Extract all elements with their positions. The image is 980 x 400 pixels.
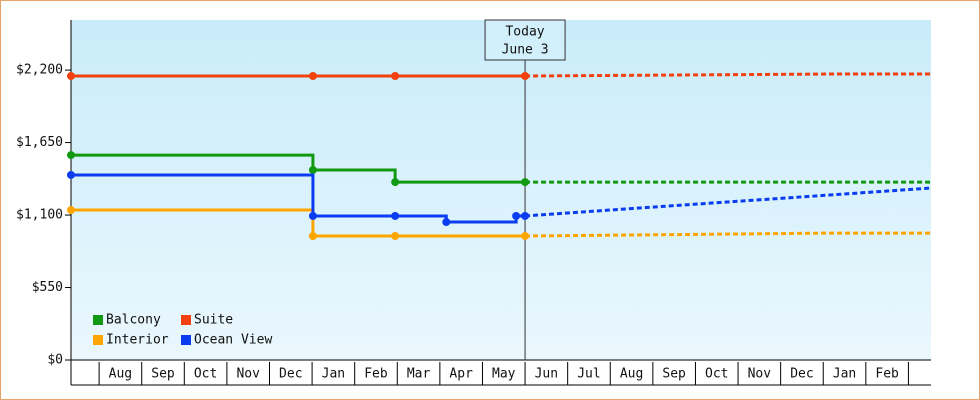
- price-point: [391, 178, 400, 187]
- x-tick-label: Aug: [109, 367, 132, 382]
- legend-label: Balcony: [106, 313, 161, 328]
- y-tick-label: $1,650: [16, 135, 63, 150]
- x-tick-label: Oct: [194, 367, 217, 382]
- x-tick-label: Feb: [875, 367, 899, 382]
- price-point: [308, 165, 317, 174]
- legend-label: Suite: [194, 313, 233, 328]
- x-tick-label: Feb: [364, 367, 388, 382]
- x-tick-label: Apr: [449, 367, 473, 382]
- x-tick-label: Nov: [748, 367, 772, 382]
- price-point: [67, 151, 75, 160]
- price-point: [67, 72, 75, 81]
- price-point: [308, 231, 317, 240]
- price-point: [308, 211, 317, 220]
- price-point: [521, 211, 530, 220]
- price-point: [67, 170, 75, 179]
- x-tick-label: Jul: [577, 367, 600, 382]
- x-tick-label: Jan: [322, 367, 345, 382]
- x-tick-label: Aug: [620, 367, 643, 382]
- x-tick-label: Nov: [236, 367, 260, 382]
- price-point: [391, 231, 400, 240]
- x-tick-label: Dec: [279, 367, 302, 382]
- price-point: [391, 72, 400, 81]
- price-point: [521, 231, 530, 240]
- today-label: Today: [505, 25, 544, 40]
- price-line: [71, 153, 526, 184]
- plot-area: [71, 20, 931, 360]
- today-date: June 3: [502, 43, 549, 58]
- legend-label: Interior: [106, 333, 169, 348]
- y-tick-label: $0: [47, 353, 63, 368]
- price-point: [512, 211, 521, 220]
- y-tick-label: $1,100: [16, 208, 63, 223]
- y-tick-label: $2,200: [16, 63, 63, 78]
- x-tick-label: Mar: [407, 367, 431, 382]
- legend-swatch: [181, 335, 191, 345]
- today-box: [484, 19, 566, 61]
- y-tick-label: $550: [32, 280, 63, 295]
- x-tick-label: Sep: [151, 367, 175, 382]
- x-tick-label: Jan: [833, 367, 856, 382]
- price-point: [67, 206, 75, 215]
- legend-swatch: [93, 315, 103, 325]
- price-point: [521, 72, 530, 81]
- legend-swatch: [181, 315, 191, 325]
- x-tick-label: Sep: [662, 367, 686, 382]
- x-tick-label: Jun: [535, 367, 558, 382]
- price-point: [442, 218, 451, 227]
- price-point: [521, 178, 530, 187]
- forecast-line: [524, 186, 932, 218]
- x-tick-label: Dec: [790, 367, 813, 382]
- x-tick-label: May: [492, 367, 516, 382]
- price-point: [391, 211, 400, 220]
- price-point: [308, 72, 317, 81]
- forecast-line: [525, 231, 931, 238]
- legend-swatch: [93, 335, 103, 345]
- legend-label: Ocean View: [194, 333, 272, 348]
- forecast-line: [525, 72, 931, 78]
- x-tick-label: Oct: [705, 367, 728, 382]
